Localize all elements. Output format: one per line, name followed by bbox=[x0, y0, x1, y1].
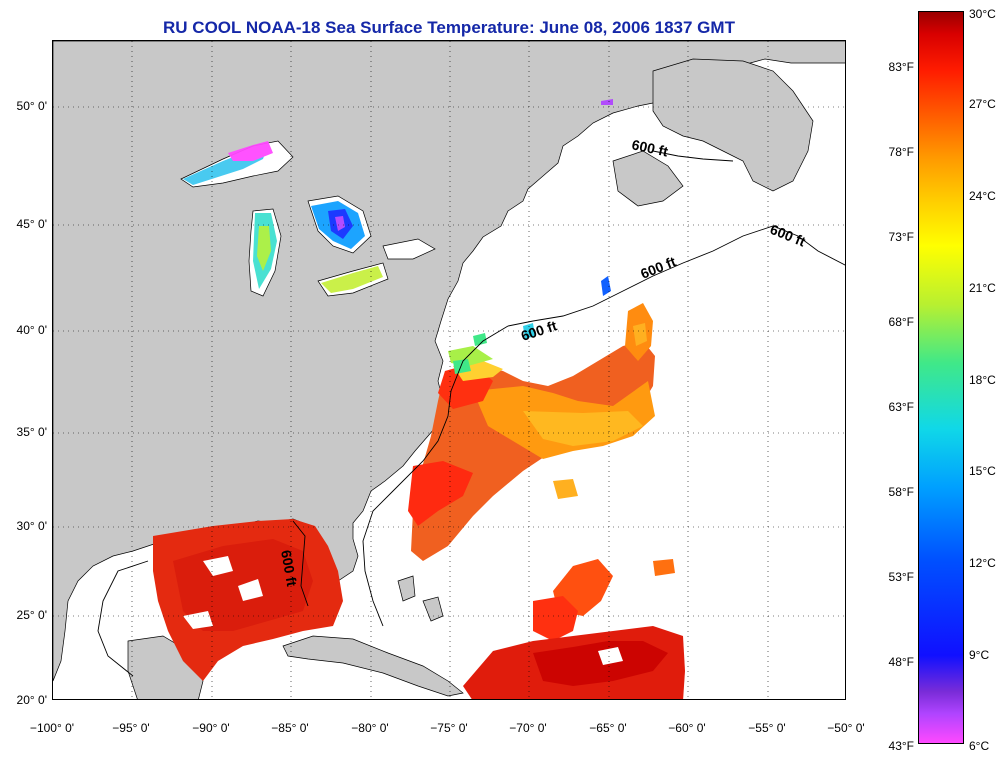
colorbar-f-78: 78°F bbox=[888, 145, 914, 159]
temperature-colorbar bbox=[918, 11, 964, 744]
lon-label-65: −65° 0' bbox=[589, 721, 627, 735]
colorbar-f-83: 83°F bbox=[888, 60, 914, 74]
colorbar-f-68: 68°F bbox=[888, 315, 914, 329]
colorbar-c-21: 21°C bbox=[969, 281, 996, 295]
colorbar-f-53: 53°F bbox=[888, 570, 914, 584]
lon-label-100: −100° 0' bbox=[29, 721, 75, 735]
sst-gulf bbox=[153, 519, 343, 681]
isobath-label-5: 600 ft bbox=[278, 549, 300, 588]
colorbar-c-18: 18°C bbox=[969, 373, 996, 387]
lon-label-85: −85° 0' bbox=[271, 721, 309, 735]
lon-label-95: −95° 0' bbox=[112, 721, 150, 735]
colorbar-f-43: 43°F bbox=[888, 739, 914, 753]
colorbar-f-48: 48°F bbox=[888, 655, 914, 669]
lon-label-90: −90° 0' bbox=[192, 721, 230, 735]
lon-label-70: −70° 0' bbox=[509, 721, 547, 735]
colorbar-c-30: 30°C bbox=[969, 7, 996, 21]
lon-label-50: −50° 0' bbox=[827, 721, 865, 735]
isobath-label-1: 600 ft bbox=[630, 136, 669, 159]
lon-label-80: −80° 0' bbox=[351, 721, 389, 735]
lat-label-35: 35° 0' bbox=[16, 425, 47, 439]
lat-label-20: 20° 0' bbox=[16, 693, 47, 707]
colorbar-f-63: 63°F bbox=[888, 400, 914, 414]
map-title: RU COOL NOAA-18 Sea Surface Temperature:… bbox=[163, 18, 735, 37]
sst-map[interactable]: 600 ft 600 ft 600 ft 600 ft 600 ft bbox=[52, 40, 846, 700]
colorbar-c-9: 9°C bbox=[969, 648, 990, 662]
colorbar-f-73: 73°F bbox=[888, 230, 914, 244]
isobath-label-4: 600 ft bbox=[519, 317, 559, 344]
lat-label-45: 45° 0' bbox=[16, 217, 47, 231]
isobath-label-2: 600 ft bbox=[768, 221, 808, 250]
colorbar-c-24: 24°C bbox=[969, 189, 996, 203]
lon-label-60: −60° 0' bbox=[668, 721, 706, 735]
sst-lakes bbox=[183, 99, 613, 293]
lon-label-75: −75° 0' bbox=[430, 721, 468, 735]
colorbar-c-6: 6°C bbox=[969, 739, 990, 753]
colorbar-c-15: 15°C bbox=[969, 464, 996, 478]
colorbar-c-12: 12°C bbox=[969, 556, 996, 570]
colorbar-c-27: 27°C bbox=[969, 97, 996, 111]
map-canvas: 600 ft 600 ft 600 ft 600 ft 600 ft bbox=[53, 41, 845, 699]
lat-label-50: 50° 0' bbox=[16, 99, 47, 113]
sst-atlantic bbox=[408, 276, 685, 699]
lon-label-55: −55° 0' bbox=[748, 721, 786, 735]
graticule bbox=[53, 41, 845, 699]
isobath-lines bbox=[97, 150, 845, 677]
lat-label-40: 40° 0' bbox=[16, 323, 47, 337]
lat-label-25: 25° 0' bbox=[16, 608, 47, 622]
colorbar-f-58: 58°F bbox=[888, 485, 914, 499]
lat-label-30: 30° 0' bbox=[16, 519, 47, 533]
isobath-label-3: 600 ft bbox=[638, 253, 678, 282]
